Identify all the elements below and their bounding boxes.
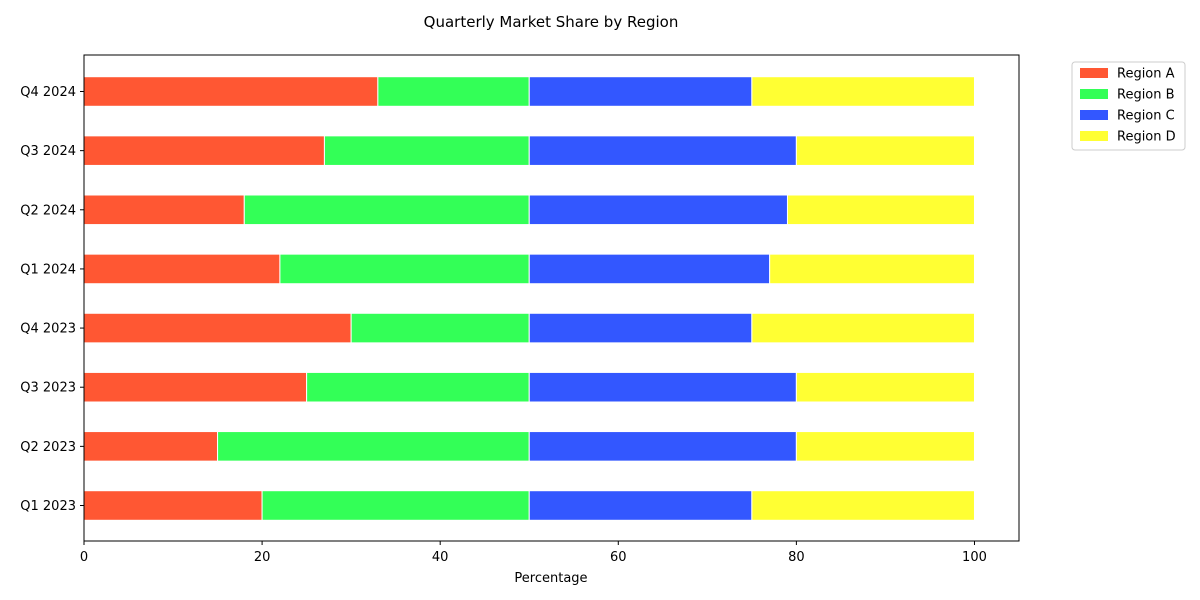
x-tick-label: 40: [432, 550, 449, 565]
bar-segment: [306, 371, 530, 403]
y-tick-label: Q1 2023: [20, 499, 76, 514]
y-tick-label: Q3 2023: [20, 381, 76, 396]
legend-swatch: [1080, 68, 1108, 78]
y-tick-label: Q2 2023: [20, 440, 76, 455]
bar-segment: [83, 431, 219, 462]
bar-segment: [83, 312, 352, 344]
y-tick-label: Q1 2024: [20, 262, 76, 277]
legend-label: Region B: [1117, 88, 1175, 103]
x-axis-label: Percentage: [514, 571, 587, 586]
y-tick-label: Q2 2024: [20, 203, 76, 218]
y-tick-label: Q4 2024: [20, 85, 76, 100]
bar-segment: [83, 76, 379, 107]
x-axis: 0 20 40 60 80 100: [80, 541, 987, 565]
bar-segment: [243, 194, 530, 226]
legend-swatch: [1080, 89, 1108, 99]
bar-segment: [528, 371, 797, 403]
x-tick-label: 100: [962, 550, 987, 565]
plot-frame: [83, 54, 1020, 542]
bar-segment: [769, 253, 975, 285]
bar-segment: [786, 194, 975, 226]
bar-segment: [795, 135, 975, 166]
y-tick-label: Q3 2024: [20, 144, 76, 159]
bar-segment: [795, 431, 975, 462]
bar-segment: [217, 431, 530, 462]
bar-segment: [323, 135, 530, 166]
bar-segment: [377, 76, 530, 107]
bar-segment: [751, 312, 975, 344]
bar-segment: [751, 490, 975, 521]
legend-label: Region A: [1117, 67, 1175, 82]
bar-segment: [528, 253, 771, 285]
bar-segment: [528, 76, 753, 107]
bar-segment: [83, 371, 308, 403]
x-tick-label: 0: [80, 550, 88, 565]
bar-segment: [83, 194, 245, 226]
bar-segment: [83, 490, 263, 521]
bar-segment: [528, 490, 753, 521]
bar-segment: [528, 312, 753, 344]
legend: Region A Region B Region C Region D: [1071, 61, 1186, 151]
y-axis: Q1 2023 Q2 2023 Q3 2023 Q4 2023 Q1 2024 Q2 20…: [20, 85, 84, 514]
legend-swatch: [1080, 131, 1108, 141]
bar-segment: [83, 135, 325, 166]
bar-segment: [795, 371, 975, 403]
bars-layer: [83, 76, 975, 521]
chart-title: Quarterly Market Share by Region: [424, 13, 679, 31]
bar-segment: [751, 76, 975, 107]
bar-segment: [528, 135, 797, 166]
bar-segment: [528, 431, 797, 462]
bar-segment: [528, 194, 788, 226]
y-tick-label: Q4 2023: [20, 322, 76, 337]
bar-segment: [350, 312, 530, 344]
legend-swatch: [1080, 110, 1108, 120]
x-tick-label: 60: [610, 550, 627, 565]
legend-label: Region C: [1117, 109, 1175, 124]
bar-segment: [279, 253, 530, 285]
bar-segment: [261, 490, 530, 521]
legend-box: [1071, 61, 1186, 151]
legend-label: Region D: [1117, 130, 1176, 145]
x-tick-label: 20: [254, 550, 271, 565]
x-tick-label: 80: [788, 550, 805, 565]
bar-segment: [83, 253, 281, 285]
